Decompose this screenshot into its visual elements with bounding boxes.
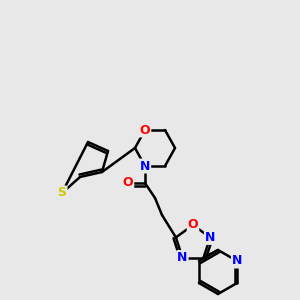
Text: O: O [188,218,198,232]
Text: N: N [205,231,215,244]
Text: O: O [140,124,150,136]
Text: N: N [177,251,188,264]
Text: O: O [123,176,133,190]
Text: N: N [140,160,150,172]
Text: N: N [232,254,242,268]
Text: S: S [58,187,67,200]
